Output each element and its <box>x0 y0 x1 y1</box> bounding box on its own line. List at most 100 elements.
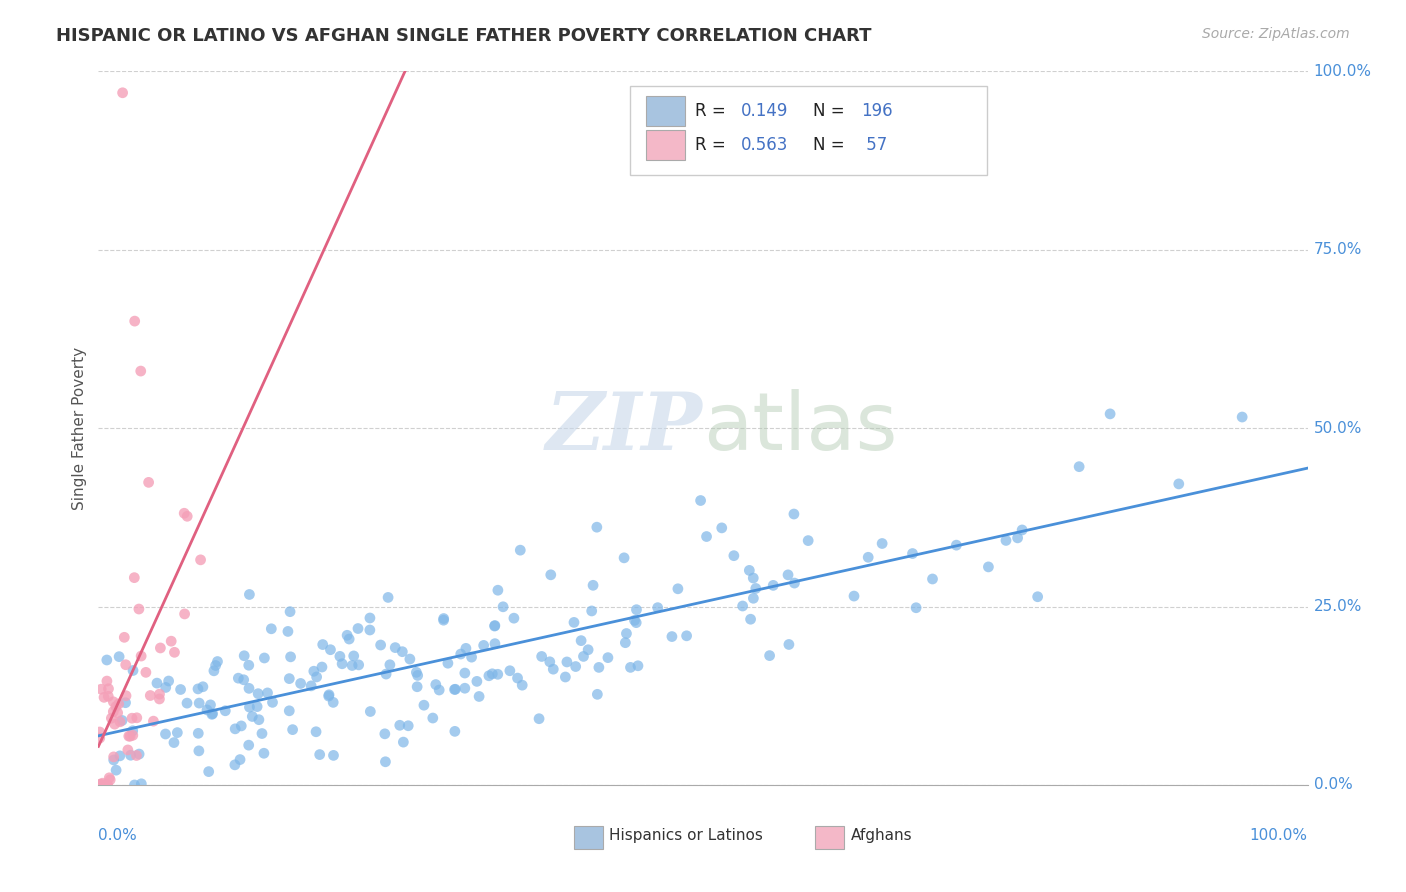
Point <box>103 705 125 719</box>
Point <box>675 629 697 643</box>
Point <box>1007 531 1029 545</box>
Point <box>433 611 456 625</box>
Point <box>596 650 619 665</box>
Point <box>89 778 111 792</box>
Point <box>173 607 195 621</box>
Point <box>450 647 472 661</box>
Point <box>224 757 246 772</box>
Point <box>388 718 411 732</box>
Point <box>588 660 610 674</box>
Point <box>370 638 392 652</box>
Point <box>187 681 209 696</box>
Point <box>90 778 112 792</box>
Point <box>311 660 333 674</box>
Point <box>616 626 638 640</box>
Point <box>128 602 150 616</box>
Point <box>538 655 561 669</box>
Point <box>163 645 186 659</box>
Point <box>155 681 177 695</box>
Point <box>322 695 344 709</box>
Point <box>492 599 515 614</box>
Text: 50.0%: 50.0% <box>1313 421 1362 435</box>
Point <box>96 674 118 689</box>
Point <box>103 750 125 764</box>
Point <box>319 642 342 657</box>
Point <box>96 653 118 667</box>
Text: N =: N = <box>813 102 849 120</box>
Point <box>742 571 765 585</box>
Point <box>1069 459 1091 474</box>
FancyBboxPatch shape <box>647 130 685 160</box>
Point <box>280 649 302 664</box>
Point <box>90 778 112 792</box>
Point <box>406 668 429 682</box>
Point <box>510 678 533 692</box>
Point <box>318 688 340 702</box>
Point <box>340 658 363 673</box>
Text: Hispanics or Latinos: Hispanics or Latinos <box>609 828 762 843</box>
Point <box>742 591 765 606</box>
Point <box>454 666 477 681</box>
Text: R =: R = <box>695 102 731 120</box>
Point <box>443 682 465 697</box>
Point <box>290 676 312 690</box>
Point <box>527 712 550 726</box>
Point <box>228 671 250 685</box>
Point <box>305 670 328 684</box>
Point <box>238 587 260 601</box>
Point <box>176 696 198 710</box>
Point <box>100 711 122 725</box>
Point <box>139 689 162 703</box>
Point <box>256 686 278 700</box>
Point <box>562 615 585 630</box>
Point <box>112 630 135 644</box>
Point <box>499 664 522 678</box>
Point <box>131 777 153 791</box>
Point <box>581 604 603 618</box>
Point <box>121 728 143 742</box>
Point <box>454 681 477 696</box>
Point <box>305 724 328 739</box>
Point <box>576 642 599 657</box>
Point <box>337 632 360 646</box>
Point <box>253 651 276 665</box>
Point <box>197 764 219 779</box>
Point <box>745 582 768 596</box>
Point <box>169 682 191 697</box>
Point <box>613 550 636 565</box>
Point <box>329 649 352 664</box>
Point <box>778 638 800 652</box>
Point <box>696 529 718 543</box>
Point <box>89 725 111 739</box>
Point <box>115 689 138 703</box>
Point <box>118 729 141 743</box>
Point <box>444 724 467 739</box>
Point <box>138 475 160 490</box>
Text: 57: 57 <box>862 136 887 153</box>
Point <box>94 778 117 792</box>
Point <box>148 687 170 701</box>
Point <box>486 583 509 598</box>
FancyBboxPatch shape <box>815 826 845 849</box>
Point <box>460 650 482 665</box>
Point <box>122 664 145 678</box>
Point <box>308 747 330 762</box>
Point <box>114 696 136 710</box>
Point <box>624 615 647 630</box>
Point <box>543 662 565 676</box>
Point <box>614 636 637 650</box>
Point <box>626 603 648 617</box>
Text: atlas: atlas <box>703 389 897 467</box>
Point <box>157 673 180 688</box>
Point <box>506 671 529 685</box>
Text: 25.0%: 25.0% <box>1313 599 1362 614</box>
Point <box>1230 410 1253 425</box>
Point <box>207 655 229 669</box>
Text: 100.0%: 100.0% <box>1250 828 1308 843</box>
Point <box>842 589 865 603</box>
Point <box>437 657 460 671</box>
Point <box>406 680 429 694</box>
Point <box>797 533 820 548</box>
Point <box>108 748 131 763</box>
Point <box>647 600 669 615</box>
